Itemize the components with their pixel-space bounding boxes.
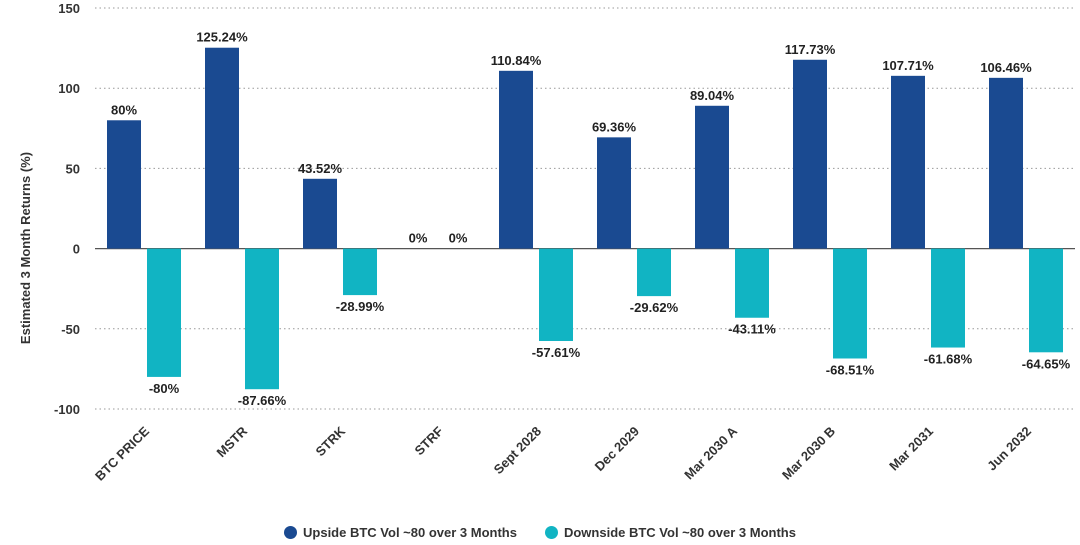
y-tick-label: 0	[73, 242, 80, 257]
x-tick-label: STRK	[312, 423, 348, 459]
legend-swatch-downside	[544, 526, 558, 539]
bar-downside[interactable]	[637, 248, 671, 297]
data-label: 69.36%	[592, 119, 637, 134]
legend-swatch-upside	[284, 526, 298, 539]
y-tick-label: 150	[58, 1, 80, 16]
data-label: -28.99%	[336, 299, 385, 314]
y-tick-label: -100	[54, 402, 80, 417]
bar-upside[interactable]	[793, 59, 827, 249]
bar-upside[interactable]	[695, 105, 729, 249]
data-label: -87.66%	[238, 393, 287, 408]
y-tick-label: -50	[61, 322, 80, 337]
legend-label-downside: Downside BTC Vol ~80 over 3 Months	[563, 525, 796, 540]
x-tick-label: BTC PRICE	[92, 423, 152, 483]
bar-chart: -100 -50 0 50 100 150 Estimated 3 Month Retur…	[18, 1, 1075, 484]
bar-upside[interactable]	[499, 70, 533, 249]
x-tick-label: Mar 2031	[886, 424, 936, 474]
data-label: 0%	[449, 231, 468, 246]
data-label: 89.04%	[690, 88, 735, 103]
bar-upside[interactable]	[303, 178, 337, 249]
x-tick-label: Sept 2028	[491, 424, 545, 478]
y-tick-label: 50	[66, 161, 80, 176]
bar-downside[interactable]	[735, 248, 769, 318]
data-labels: 80% -80% 125.24% -87.66% 43.52% -28.99% 0% 0% 11…	[111, 30, 1071, 408]
x-tick-label: Jun 2032	[984, 424, 1034, 474]
x-tick-label: Mar 2030 A	[681, 423, 740, 482]
bar-upside[interactable]	[597, 137, 631, 249]
bar-downside[interactable]	[931, 248, 965, 348]
y-axis-label: Estimated 3 Month Returns (%)	[18, 152, 33, 344]
data-label: -61.68%	[924, 352, 973, 367]
bar-upside[interactable]	[205, 47, 239, 249]
bar-downside[interactable]	[245, 248, 279, 390]
data-label: 110.84%	[491, 53, 542, 68]
bar-upside[interactable]	[891, 75, 925, 249]
x-tick-label: Dec 2029	[592, 424, 642, 474]
x-tick-label: STRF	[412, 423, 447, 458]
data-label: -64.65%	[1022, 356, 1071, 371]
data-label: -80%	[149, 381, 180, 396]
data-label: -43.11%	[728, 322, 776, 337]
bar-downside[interactable]	[539, 248, 573, 342]
bar-downside[interactable]	[833, 248, 867, 359]
legend-item-downside[interactable]: Downside BTC Vol ~80 over 3 Months	[544, 525, 796, 540]
data-label: 80%	[111, 102, 137, 117]
bar-upside[interactable]	[107, 120, 141, 249]
y-tick-label: 100	[58, 81, 80, 96]
bar-downside[interactable]	[147, 248, 181, 377]
bar-downside[interactable]	[1029, 248, 1063, 353]
data-label: -29.62%	[630, 300, 679, 315]
data-label: 43.52%	[298, 161, 343, 176]
legend-label-upside: Upside BTC Vol ~80 over 3 Months	[303, 525, 517, 540]
bar-upside[interactable]	[989, 77, 1023, 249]
legend: Upside BTC Vol ~80 over 3 Months Downsid…	[0, 525, 1080, 540]
data-label: 107.71%	[882, 58, 934, 73]
data-label: -68.51%	[826, 362, 875, 377]
data-label: 106.46%	[980, 60, 1032, 75]
data-label: 125.24%	[196, 30, 248, 45]
data-label: -57.61%	[532, 345, 581, 360]
x-tick-label: Mar 2030 B	[779, 424, 838, 483]
bars	[107, 47, 1063, 390]
data-label: 117.73%	[785, 42, 836, 57]
legend-item-upside[interactable]: Upside BTC Vol ~80 over 3 Months	[284, 525, 517, 540]
y-axis-ticks: -100 -50 0 50 100 150	[54, 1, 80, 417]
x-axis-ticks: BTC PRICE MSTR STRK STRF Sept 2028 Dec 2029 Ma…	[92, 423, 1034, 484]
x-tick-label: MSTR	[213, 423, 250, 460]
data-label: 0%	[409, 231, 428, 246]
bar-downside[interactable]	[343, 248, 377, 296]
